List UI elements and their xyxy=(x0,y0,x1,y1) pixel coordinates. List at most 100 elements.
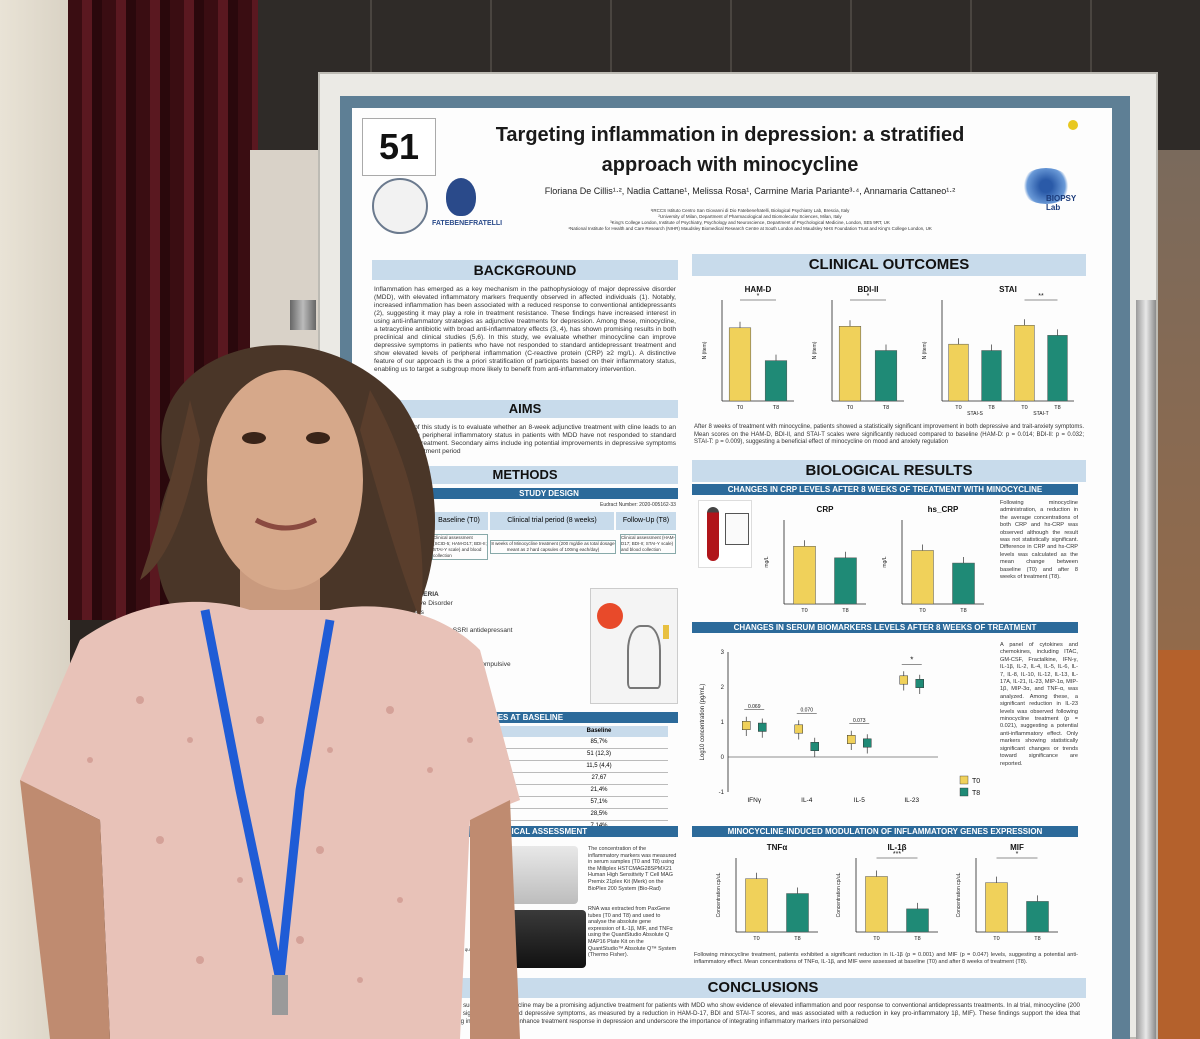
y-axis-label: mg/L xyxy=(764,556,770,567)
y-axis-label: N (item) xyxy=(922,341,928,359)
bio-assessment-heading: BIOLOGICAL ASSESSMENT xyxy=(440,826,678,837)
bar xyxy=(952,562,975,605)
right-arm xyxy=(470,800,520,1039)
box xyxy=(758,722,767,732)
bar xyxy=(786,893,809,933)
phase-follow-up: Follow-Up (T8) xyxy=(616,512,676,530)
lanyard-clip xyxy=(272,975,288,1015)
hair-strand-left xyxy=(140,400,200,580)
chart-title: CRP xyxy=(817,505,835,514)
crp-text: Following minocycline administration, a … xyxy=(1000,500,1078,581)
p-value-label: 0.070 xyxy=(800,707,813,713)
chart-title: STAI xyxy=(999,285,1017,294)
table-cell-value: 27,67 xyxy=(591,775,607,781)
bar xyxy=(865,876,888,933)
significance-mark: *** xyxy=(893,851,901,858)
clinical-outcomes-text: After 8 weeks of treatment with minocycl… xyxy=(694,424,1084,445)
dress-pattern xyxy=(87,696,473,983)
y-tick-label: 3 xyxy=(721,650,725,656)
conclusions-heading: CONCLUSIONS xyxy=(440,978,1086,998)
bar xyxy=(834,557,857,605)
poster-title-line2: approach with minocycline xyxy=(601,154,859,176)
box xyxy=(794,724,803,734)
tick-label: T8 xyxy=(914,936,920,942)
tick-label: T8 xyxy=(773,405,779,411)
tick-label: T0 xyxy=(753,936,759,942)
y-tick-label: 0 xyxy=(721,755,725,761)
bar xyxy=(1026,901,1049,933)
table-cell-value: 85,7% xyxy=(590,739,608,745)
affiliation-4: ⁴National Institute for Health and Care … xyxy=(568,226,932,231)
poster-number: 51 xyxy=(362,118,436,176)
biological-results-heading: BIOLOGICAL RESULTS xyxy=(692,460,1086,482)
background-heading: BACKGROUND xyxy=(372,260,678,280)
table-cell-value: 28,5% xyxy=(590,811,608,817)
legend-label: T8 xyxy=(972,790,980,797)
y-axis-label: mg/L xyxy=(882,556,888,567)
bio-assessment-text-2: RNA was extracted from PaxGene tubes (T0… xyxy=(588,906,677,959)
crp-charts: CRP mg/L T0 T8 hs_CRP mg/L T0 T8 xyxy=(764,505,984,614)
y-tick-label: 2 xyxy=(721,685,725,691)
p-value-label: 0.073 xyxy=(853,718,866,724)
poster-authors: Floriana De Cillis¹·², Nadia Cattane¹, M… xyxy=(544,186,956,196)
tick-label: T0 xyxy=(1021,405,1027,411)
y-tick-label: -1 xyxy=(719,790,725,796)
table-header: Baseline xyxy=(420,726,668,737)
y-axis-label: Concentration cp/uL xyxy=(836,872,842,917)
genes-subheading: MINOCYCLINE-INDUCED MODULATION OF INFLAM… xyxy=(692,826,1078,837)
phase-baseline: Baseline (T0) xyxy=(430,512,488,530)
table-cell-value: 11,5 (4,4) xyxy=(586,763,612,769)
person-presenter xyxy=(20,345,520,1039)
depression-illustration xyxy=(590,588,678,704)
floral-dress xyxy=(20,601,520,1039)
chart-title: IL-1β xyxy=(887,843,906,852)
aims-heading: AIMS xyxy=(372,400,678,418)
clinical-charts: HAM-D N (item) T0 T8 * BDI-II N (item) T0 T8 * S… xyxy=(702,285,1074,417)
push-pin xyxy=(1068,120,1078,130)
legend-swatch xyxy=(959,775,969,785)
clinical-outcomes-heading: CLINICAL OUTCOMES xyxy=(692,254,1086,276)
box xyxy=(899,675,908,685)
significance-mark: ** xyxy=(1038,293,1044,300)
chart-title: HAM-D xyxy=(745,285,772,294)
poster-title: Targeting inflammation in depression: a … xyxy=(470,120,990,180)
tick-label: T8 xyxy=(842,608,848,614)
tick-label: T8 xyxy=(883,405,889,411)
bar xyxy=(985,882,1008,933)
tick-label: T0 xyxy=(801,608,807,614)
thought-bubble-icon xyxy=(597,603,623,629)
bar xyxy=(764,360,788,402)
bar xyxy=(838,326,862,402)
box xyxy=(810,742,819,751)
tick-label: T0 xyxy=(993,936,999,942)
criteria-item: essive Disorder xyxy=(408,600,453,607)
right-eye xyxy=(306,432,330,444)
table-row: 27,67 xyxy=(420,773,668,785)
fatebenefratelli-logo-text: FATEBENEFRATELLI xyxy=(432,220,503,227)
trial-description: 8 weeks of Minocycline treatment (200 mg… xyxy=(490,540,616,554)
eudract-number: Eudract Number: 2020-005162-33 xyxy=(600,502,676,508)
smile xyxy=(254,517,318,531)
left-eye xyxy=(242,432,266,444)
poster-title-line1: Targeting inflammation in depression: a … xyxy=(495,124,965,146)
board-clamp xyxy=(290,300,316,330)
bar xyxy=(1014,325,1035,402)
university-seal-logo xyxy=(372,178,428,234)
p-value-label: 0.069 xyxy=(748,704,761,710)
biopsy-lab-logo-text: BIOPSY Lab xyxy=(1046,194,1077,212)
box xyxy=(742,721,751,730)
tick-label: T0 xyxy=(737,405,743,411)
genes-text: Following minocycline treatment, patient… xyxy=(694,952,1078,965)
box xyxy=(915,679,924,688)
legend-swatch xyxy=(959,787,969,797)
table-row: 57,1% xyxy=(420,797,668,809)
serum-text: A panel of cytokines and chemokines, inc… xyxy=(1000,642,1078,767)
tick-label: T8 xyxy=(1034,936,1040,942)
report-icon xyxy=(725,513,749,545)
sitting-person-icon xyxy=(627,625,661,689)
chart-title: hs_CRP xyxy=(928,505,959,514)
decoration-icon xyxy=(663,625,669,639)
bar xyxy=(728,327,752,402)
hair-strand-right xyxy=(360,390,423,620)
tick-label: T8 xyxy=(1054,405,1060,411)
